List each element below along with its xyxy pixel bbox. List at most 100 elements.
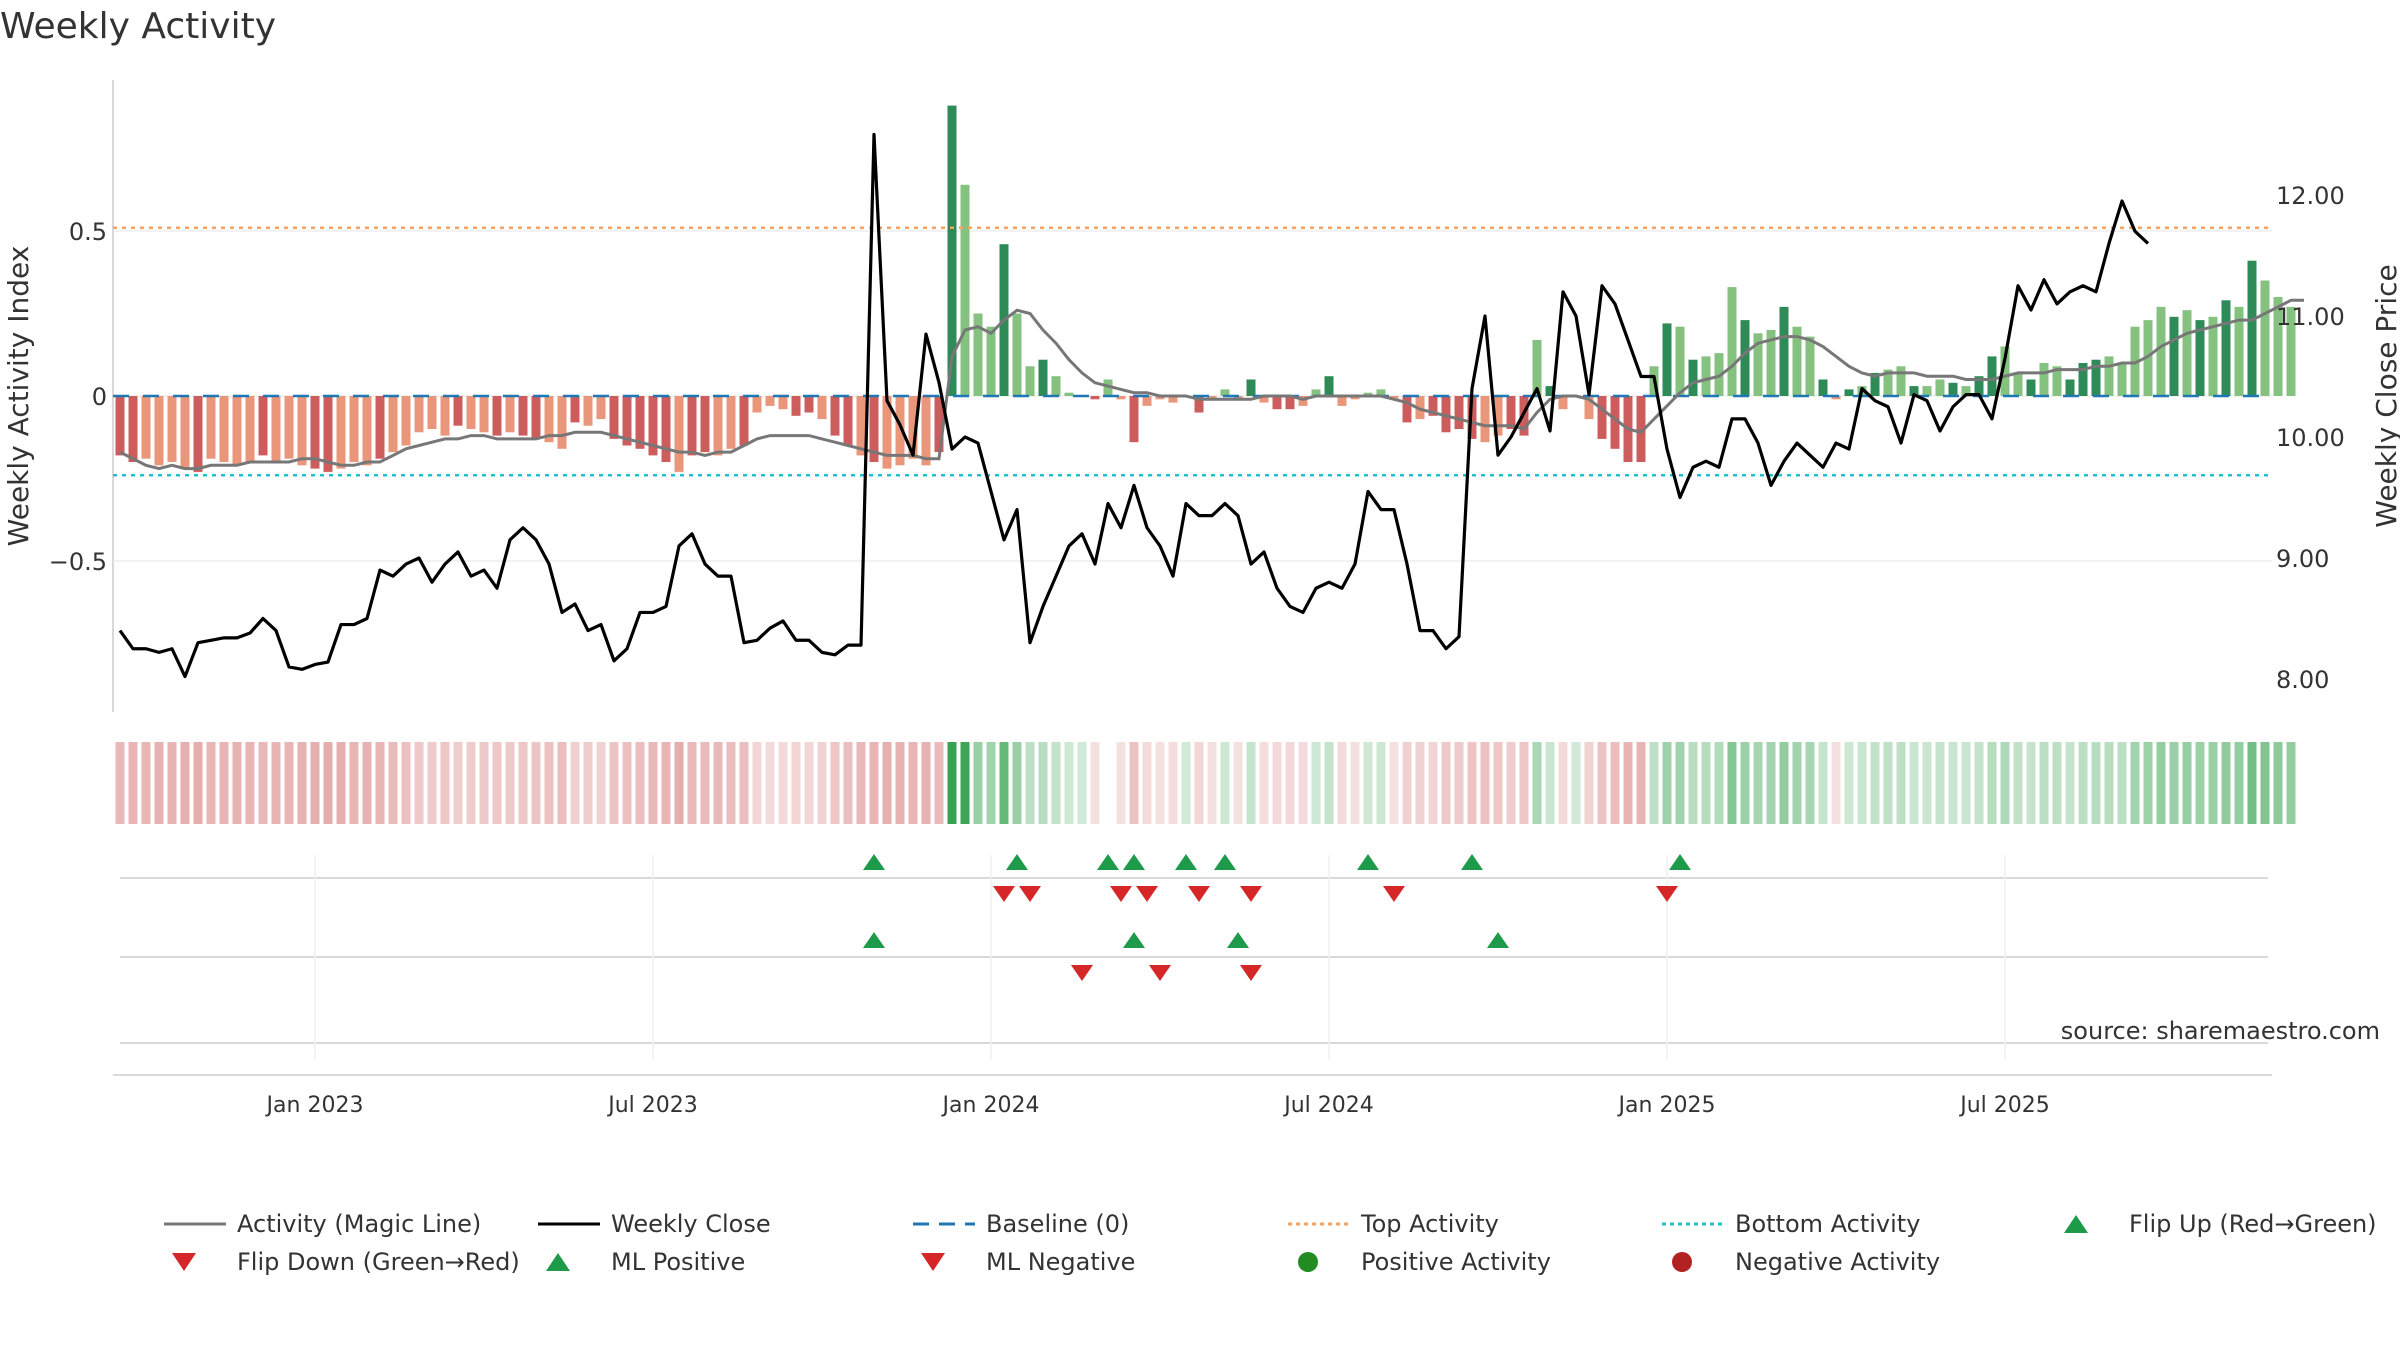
series-lines <box>118 132 2304 679</box>
activity-bar <box>310 396 320 469</box>
activity-bar <box>1324 376 1334 396</box>
activity-heat-strip <box>115 742 2296 824</box>
legend-item: ML Negative <box>921 1248 1135 1276</box>
heat-cell <box>986 742 996 824</box>
left-axis-ticks: 0.5 0 −0.5 <box>49 218 107 576</box>
source-label: source: sharemaestro.com <box>2061 1017 2380 1045</box>
activity-bar <box>726 396 736 449</box>
heat-cell <box>1311 742 1321 824</box>
activity-bar <box>1818 379 1828 396</box>
heat-cell <box>2182 742 2192 824</box>
activity-bar <box>1870 372 1880 396</box>
heat-cell <box>1636 742 1646 824</box>
activity-bar <box>453 396 463 426</box>
activity-bar <box>583 396 593 426</box>
heat-cell <box>245 742 255 824</box>
legend-label: Positive Activity <box>1361 1248 1551 1276</box>
activity-bar <box>2247 260 2257 396</box>
heat-cell <box>739 742 749 824</box>
heat-cell <box>2078 742 2088 824</box>
heat-cell <box>1025 742 1035 824</box>
activity-bar <box>2117 363 2127 396</box>
legend-symbol <box>546 1253 570 1271</box>
heat-cell <box>401 742 411 824</box>
heat-cell <box>570 742 580 824</box>
activity-bar <box>154 396 164 466</box>
activity-bar <box>2273 297 2283 396</box>
activity-bar <box>2182 310 2192 396</box>
legend-symbol <box>1672 1252 1692 1272</box>
heat-cell <box>1168 742 1178 824</box>
right-tick-label: 8.00 <box>2276 666 2329 694</box>
legend-item: Activity (Magic Line) <box>164 1210 481 1238</box>
heat-cell <box>1558 742 1568 824</box>
legend-item: Flip Down (Green→Red) <box>172 1248 520 1276</box>
heat-cell <box>1298 742 1308 824</box>
heat-cell <box>1220 742 1230 824</box>
activity-bar <box>1311 389 1321 396</box>
heat-cell <box>310 742 320 824</box>
heat-cell <box>206 742 216 824</box>
heat-cell <box>622 742 632 824</box>
heat-cell <box>921 742 931 824</box>
activity-bar <box>1805 336 1815 396</box>
heat-cell <box>1350 742 1360 824</box>
activity-bar <box>804 396 814 413</box>
weekly-close-line <box>118 132 2150 679</box>
heat-cell <box>648 742 658 824</box>
activity-bar <box>1493 396 1503 436</box>
activity-bar <box>1376 389 1386 396</box>
activity-bar <box>1402 396 1412 423</box>
heat-cell <box>1701 742 1711 824</box>
legend-label: ML Positive <box>611 1248 745 1276</box>
activity-bar <box>1909 386 1919 396</box>
heat-cell <box>115 742 125 824</box>
heat-cell <box>1792 742 1802 824</box>
heat-cell <box>2208 742 2218 824</box>
ml-positive-marker <box>863 932 885 948</box>
flip-down-marker <box>1019 886 1041 902</box>
activity-bar <box>1103 379 1113 396</box>
heat-cell <box>1545 742 1555 824</box>
left-tick-label: −0.5 <box>49 548 107 576</box>
heat-cell <box>1337 742 1347 824</box>
heat-cell <box>674 742 684 824</box>
heat-cell <box>2026 742 2036 824</box>
heat-cell <box>765 742 775 824</box>
activity-bar <box>401 396 411 446</box>
activity-bar <box>1064 392 1074 396</box>
heat-cell <box>1207 742 1217 824</box>
activity-bar <box>1194 396 1204 413</box>
heat-cell <box>1727 742 1737 824</box>
heat-cell <box>297 742 307 824</box>
activity-bar <box>414 396 424 433</box>
activity-bar <box>2013 372 2023 396</box>
activity-bar <box>1220 389 1230 396</box>
flip-up-marker <box>1097 854 1119 870</box>
heat-cell <box>2221 742 2231 824</box>
legend-item: Positive Activity <box>1298 1248 1551 1276</box>
activity-bar <box>895 396 905 466</box>
activity-bar <box>2091 359 2101 396</box>
activity-bar <box>479 396 489 433</box>
activity-bar <box>336 396 346 469</box>
heat-cell <box>1155 742 1165 824</box>
activity-bar <box>1389 396 1399 400</box>
activity-bar <box>2234 306 2244 396</box>
x-tick-label: Jan 2024 <box>941 1093 1040 1118</box>
heat-cell <box>1129 742 1139 824</box>
heat-cell <box>1116 742 1126 824</box>
heat-cell <box>1779 742 1789 824</box>
heat-cell <box>1064 742 1074 824</box>
activity-bar <box>1051 376 1061 396</box>
right-axis-ticks: 12.00 11.00 10.00 9.00 8.00 <box>2276 182 2345 694</box>
heat-cell <box>336 742 346 824</box>
heat-cell <box>661 742 671 824</box>
activity-bar <box>1129 396 1139 443</box>
activity-bar <box>2039 363 2049 396</box>
activity-bar <box>258 396 268 456</box>
activity-bar <box>752 396 762 413</box>
heat-cell <box>2000 742 2010 824</box>
activity-bar <box>1610 396 1620 449</box>
activity-bar <box>323 396 333 472</box>
